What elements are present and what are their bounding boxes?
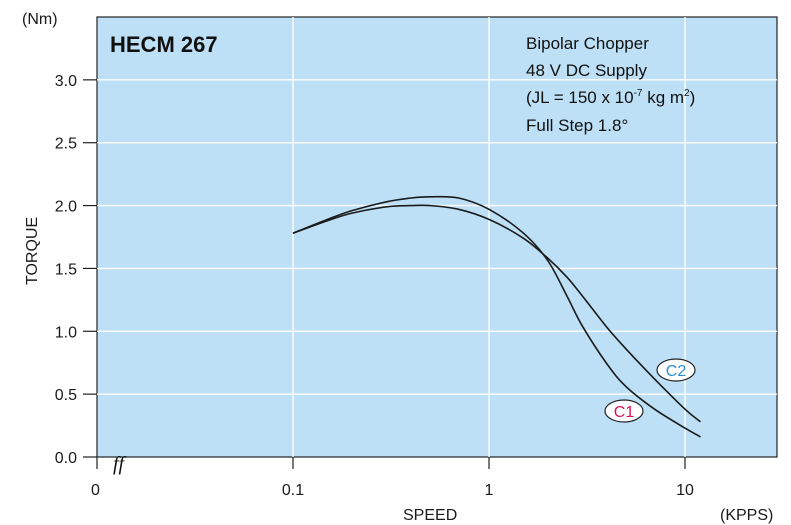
inertia-prefix: (JL = 150 x 10 bbox=[526, 88, 634, 107]
x-tick-label: 0.1 bbox=[282, 482, 304, 499]
annotation-line-4: Full Step 1.8° bbox=[526, 116, 628, 135]
y-tick-label: 1.5 bbox=[55, 261, 77, 278]
chart-title: HECM 267 bbox=[110, 32, 218, 57]
plot-area bbox=[96, 16, 778, 458]
series-c2-line bbox=[292, 204, 702, 423]
y-tick-label: 0.5 bbox=[55, 387, 77, 404]
annotation-inertia: (JL = 150 x 10-7 kg m2) bbox=[526, 88, 695, 107]
series-lines bbox=[292, 195, 702, 438]
y-axis-unit: (Nm) bbox=[22, 11, 58, 28]
y-axis-label: TORQUE bbox=[24, 217, 41, 285]
annotation-line-1: Bipolar Chopper bbox=[526, 34, 649, 53]
x-origin-label: 0 bbox=[91, 482, 100, 499]
label-c1: C1 bbox=[614, 404, 635, 421]
x-axis-label: SPEED bbox=[403, 507, 457, 524]
axis-break-mark: ff bbox=[113, 453, 127, 475]
inertia-exponent: -7 bbox=[634, 88, 643, 99]
axes: 0.0 0.5 1.0 1.5 2.0 2.5 3.0 0.1 1 10 bbox=[55, 73, 694, 499]
inertia-suffix: ) bbox=[690, 88, 696, 107]
y-tick-label: 0.0 bbox=[55, 450, 77, 467]
inertia-unit: kg m bbox=[642, 88, 684, 107]
label-c2: C2 bbox=[666, 363, 687, 380]
x-axis-unit: (KPPS) bbox=[720, 507, 773, 524]
series-c1-line bbox=[292, 195, 701, 438]
y-tick-label: 2.5 bbox=[55, 136, 77, 153]
y-tick-label: 3.0 bbox=[55, 73, 77, 90]
annotation-line-2: 48 V DC Supply bbox=[526, 61, 647, 80]
y-tick-label: 1.0 bbox=[55, 324, 77, 341]
legend-c1: C1 bbox=[604, 399, 644, 423]
inertia-unit-exponent: 2 bbox=[684, 88, 690, 99]
x-tick-label: 1 bbox=[485, 482, 494, 499]
y-tick-label: 2.0 bbox=[55, 199, 77, 216]
x-tick-label: 10 bbox=[676, 482, 694, 499]
legend-c2: C2 bbox=[656, 358, 696, 382]
grid-lines bbox=[97, 17, 777, 457]
